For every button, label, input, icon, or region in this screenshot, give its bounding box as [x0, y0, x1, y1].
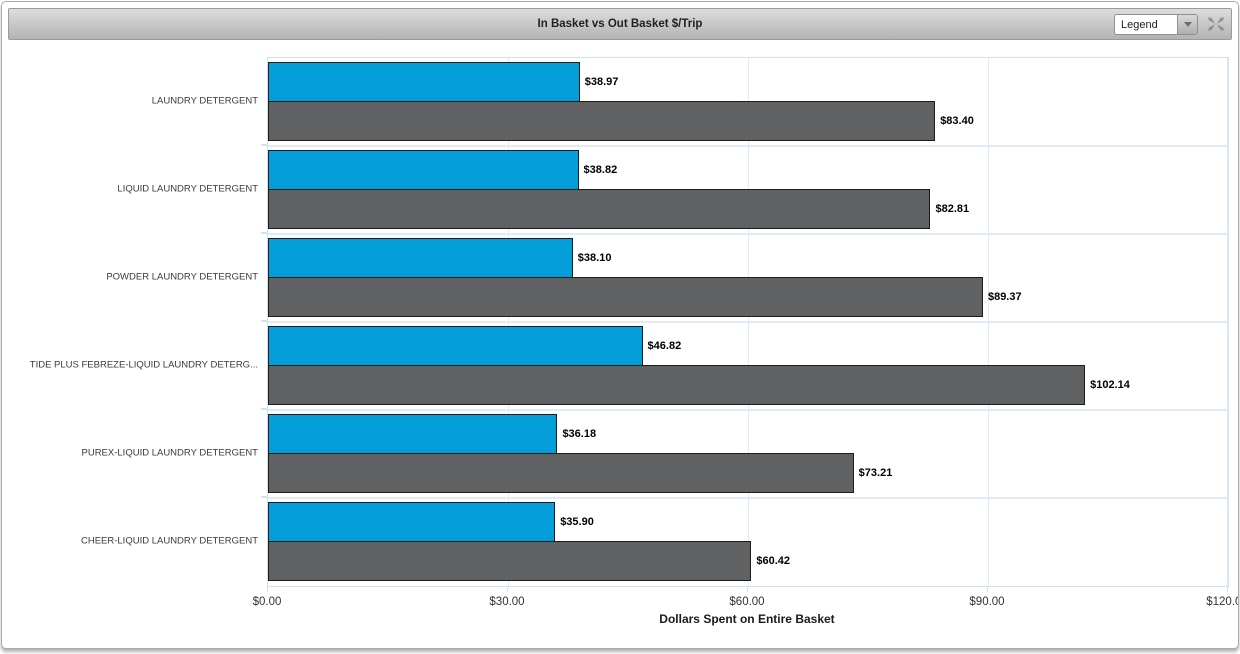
legend-dropdown-arrow-button[interactable]: [1177, 15, 1197, 34]
bar-value-label: $60.42: [756, 555, 791, 567]
bar-out-basket[interactable]: [268, 365, 1086, 405]
category-label: LIQUID LAUNDRY DETERGENT: [117, 183, 258, 195]
bar-in-basket[interactable]: [268, 62, 580, 102]
bar-in-basket[interactable]: [268, 502, 556, 542]
y-axis-tick: [261, 408, 267, 410]
chart-canvas: $38.97 $83.40 $38.82 $82.81 $38.10 $89.37 $46.…: [2, 39, 1238, 648]
category-label: TIDE PLUS FEBREZE-LIQUID LAUNDRY DETERG.…: [29, 359, 258, 371]
x-axis-tick-label: $90.00: [969, 596, 1005, 608]
row-separator-line: [268, 409, 1228, 411]
x-axis-tick: [507, 587, 508, 592]
x-axis-title: Dollars Spent on Entire Basket: [659, 612, 835, 626]
x-axis-tick: [1227, 587, 1228, 592]
x-axis-tick-label: $60.00: [729, 596, 765, 608]
row-separator-line: [268, 233, 1228, 235]
category-label: POWDER LAUNDRY DETERGENT: [106, 271, 258, 283]
row-separator-line: [268, 497, 1228, 499]
collapse-arrows-icon: [1207, 16, 1224, 31]
bar-in-basket[interactable]: [268, 150, 579, 190]
category-label: LAUNDRY DETERGENT: [151, 95, 258, 107]
bar-value-label: $46.82: [647, 340, 682, 352]
chart-title: In Basket vs Out Basket $/Trip: [537, 18, 703, 30]
bar-value-label: $35.90: [560, 516, 594, 528]
bar-value-label: $89.37: [987, 291, 1022, 303]
y-axis-tick: [261, 232, 267, 234]
bar-value-label: $38.97: [584, 76, 619, 88]
bar-value-label: $82.81: [935, 203, 970, 215]
bar-value-label: $38.10: [577, 252, 612, 264]
x-axis-tick: [747, 587, 748, 592]
legend-dropdown[interactable]: Legend: [1114, 14, 1198, 35]
x-axis-tick: [267, 587, 268, 592]
bar-value-label: $38.82: [583, 164, 618, 176]
bar-out-basket[interactable]: [268, 189, 931, 229]
x-axis-tick-label: $0.00: [252, 596, 282, 608]
x-axis-tick: [987, 587, 988, 592]
plot-area: $38.97 $83.40 $38.82 $82.81 $38.10 $89.37 $46.…: [267, 57, 1229, 587]
bar-value-label: $36.18: [562, 428, 597, 440]
category-label: PUREX-LIQUID LAUNDRY DETERGENT: [81, 447, 259, 459]
legend-dropdown-value: Legend: [1115, 15, 1177, 34]
x-axis-tick-label: $120.00: [1206, 596, 1238, 608]
bar-out-basket[interactable]: [268, 277, 983, 317]
y-axis-tick: [261, 320, 267, 322]
bar-out-basket[interactable]: [268, 101, 936, 141]
bar-in-basket[interactable]: [268, 238, 573, 278]
bar-value-label: $73.21: [858, 467, 893, 479]
bar-out-basket[interactable]: [268, 453, 854, 493]
bar-in-basket[interactable]: [268, 414, 558, 454]
bar-out-basket[interactable]: [268, 541, 752, 581]
bar-in-basket[interactable]: [268, 326, 643, 366]
bar-value-label: $102.14: [1090, 379, 1130, 391]
y-axis-tick: [261, 144, 267, 146]
category-label: CHEER-LIQUID LAUNDRY DETERGENT: [80, 535, 258, 547]
chevron-down-icon: [1183, 22, 1192, 27]
chart-header-bar: In Basket vs Out Basket $/Trip Legend: [8, 8, 1232, 40]
row-separator-line: [268, 321, 1228, 323]
bar-value-label: $83.40: [940, 115, 974, 127]
row-separator-line: [268, 145, 1228, 147]
x-axis-tick-label: $30.00: [489, 596, 525, 608]
collapse-widget-button[interactable]: [1206, 15, 1225, 32]
y-axis-tick: [261, 496, 267, 498]
